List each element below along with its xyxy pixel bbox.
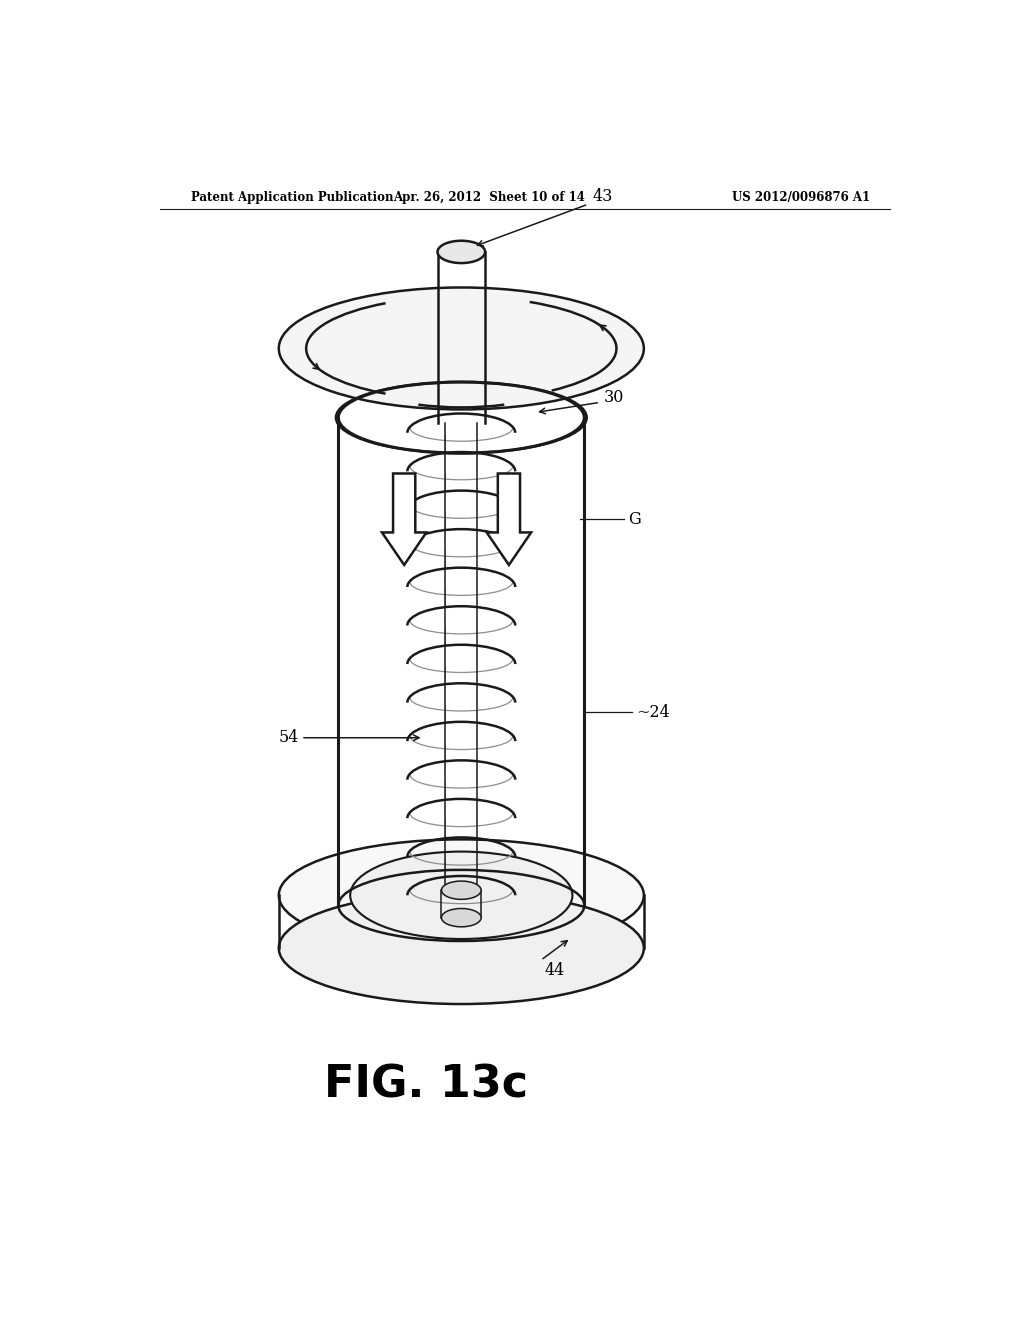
- Ellipse shape: [350, 851, 572, 939]
- Text: Apr. 26, 2012  Sheet 10 of 14: Apr. 26, 2012 Sheet 10 of 14: [393, 190, 585, 203]
- Text: Patent Application Publication: Patent Application Publication: [191, 190, 394, 203]
- Ellipse shape: [441, 908, 481, 927]
- Text: 44: 44: [545, 962, 565, 979]
- Text: G: G: [628, 511, 641, 528]
- Text: 54: 54: [279, 729, 299, 746]
- Ellipse shape: [279, 892, 644, 1005]
- Ellipse shape: [279, 840, 644, 952]
- Text: FIG. 13c: FIG. 13c: [324, 1064, 527, 1107]
- Text: ~24: ~24: [636, 704, 670, 721]
- Polygon shape: [382, 474, 426, 565]
- Ellipse shape: [441, 880, 481, 899]
- Text: US 2012/0096876 A1: US 2012/0096876 A1: [732, 190, 870, 203]
- Text: 43: 43: [592, 187, 612, 205]
- Text: 30: 30: [604, 389, 625, 405]
- Ellipse shape: [279, 288, 644, 409]
- Polygon shape: [486, 474, 531, 565]
- Ellipse shape: [437, 240, 485, 263]
